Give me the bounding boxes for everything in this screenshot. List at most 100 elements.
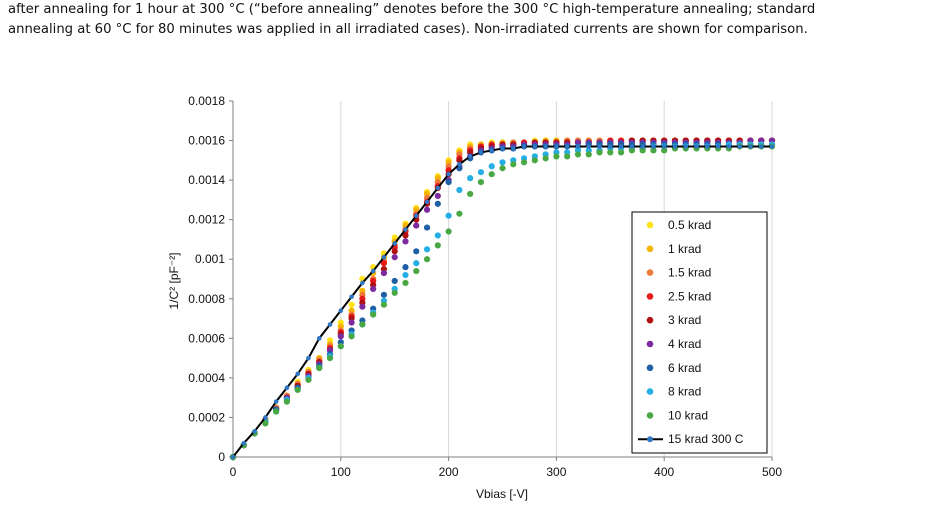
legend-label: 1 krad [668, 242, 701, 256]
data-point [748, 144, 753, 149]
data-point [456, 210, 463, 217]
data-point [262, 420, 269, 427]
data-point [413, 260, 420, 267]
data-point [661, 147, 668, 154]
data-point [596, 149, 603, 156]
data-point [434, 242, 441, 249]
data-point [348, 333, 355, 340]
data-point [477, 178, 485, 186]
x-axis-label: Vbias [-V] [476, 487, 528, 501]
x-tick-label: 200 [439, 465, 459, 479]
data-point [252, 428, 257, 434]
data-point [683, 144, 689, 149]
legend-label: 4 krad [668, 337, 701, 351]
legend-swatch-dot [646, 316, 654, 324]
x-tick-label: 100 [331, 465, 351, 479]
data-point [423, 224, 431, 231]
legend-swatch-dot [646, 364, 654, 372]
data-point [543, 144, 548, 149]
data-point [370, 285, 377, 292]
data-point [715, 144, 721, 149]
data-point [564, 153, 571, 160]
data-point [467, 190, 474, 198]
data-point [499, 159, 506, 166]
legend-swatch-dot [646, 340, 654, 348]
data-point [423, 256, 431, 263]
data-point [349, 294, 354, 300]
data-point [391, 289, 398, 296]
data-point [241, 440, 247, 446]
data-point [445, 228, 452, 235]
data-point [650, 147, 657, 154]
y-tick-label: 0.0014 [188, 173, 225, 187]
data-point [413, 213, 419, 219]
data-point [381, 254, 387, 260]
data-point [554, 144, 559, 149]
series-15-krad-300-c [230, 144, 775, 460]
x-tick-label: 300 [546, 465, 566, 479]
data-point [337, 333, 344, 340]
data-point [586, 144, 592, 149]
y-tick-label: 0.0002 [188, 410, 225, 424]
x-tick-label: 0 [230, 465, 237, 479]
data-point [500, 146, 505, 151]
data-point [531, 157, 538, 164]
data-point [380, 291, 388, 298]
legend-label: 6 krad [668, 361, 701, 375]
y-tick-label: 0.0012 [188, 213, 225, 227]
data-point [564, 144, 570, 149]
data-point [348, 301, 355, 308]
data-point [445, 178, 452, 186]
data-point [445, 212, 452, 219]
data-point [520, 159, 528, 166]
data-point [392, 241, 398, 246]
legend-box [631, 211, 768, 454]
data-point [316, 336, 322, 341]
data-point [403, 227, 408, 232]
data-point [359, 303, 366, 310]
data-point [305, 376, 312, 383]
data-point [230, 454, 236, 460]
data-point [348, 319, 355, 326]
caption-line-2: annealing at 60 °C for 80 minutes was ap… [8, 22, 808, 37]
data-point [402, 279, 409, 287]
data-point [477, 169, 485, 176]
data-point [402, 232, 409, 239]
legend-swatch-dot [646, 221, 654, 229]
data-point [478, 150, 484, 155]
data-point [510, 146, 516, 151]
data-point [488, 171, 495, 178]
data-point [597, 144, 602, 149]
data-point [391, 254, 398, 261]
data-point [295, 371, 300, 377]
data-point [575, 144, 581, 149]
chart-tick-labels: 0 0.0002 0.0004 0.0006 0.0008 0.001 0.0012 0.00… [188, 94, 782, 479]
data-point [380, 260, 388, 267]
data-point [737, 144, 742, 149]
data-point [651, 144, 656, 149]
legend-label: 2.5 krad [668, 289, 711, 303]
data-point [370, 311, 377, 318]
data-point [499, 165, 506, 172]
data-point [263, 415, 268, 420]
data-point [402, 264, 409, 271]
legend-swatch-dot [646, 412, 654, 419]
data-point [456, 157, 463, 164]
data-point [553, 153, 560, 160]
data-point [273, 399, 279, 404]
data-point [639, 147, 646, 154]
data-point [521, 144, 527, 149]
data-point [607, 149, 614, 156]
data-point [424, 199, 430, 205]
data-point [359, 321, 366, 328]
data-point [456, 186, 463, 194]
y-tick-label: 0.0016 [188, 134, 225, 148]
chart-series [229, 137, 776, 461]
data-point [726, 144, 732, 149]
y-tick-label: 0.0006 [188, 331, 225, 345]
y-tick-label: 0.0004 [188, 371, 225, 385]
data-point [640, 144, 645, 149]
data-point [413, 248, 420, 255]
y-tick-label: 0.001 [195, 252, 225, 266]
data-point [402, 238, 409, 245]
